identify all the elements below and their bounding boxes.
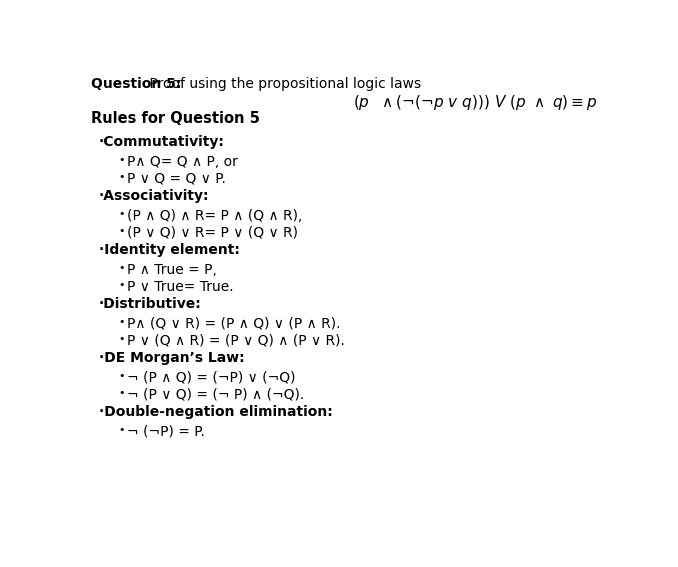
Text: •: • <box>118 155 125 165</box>
Text: P∧ (Q ∨ R) = (P ∧ Q) ∨ (P ∧ R).: P∧ (Q ∨ R) = (P ∧ Q) ∨ (P ∧ R). <box>127 317 341 331</box>
Text: •: • <box>118 209 125 219</box>
Text: ·Distributive:: ·Distributive: <box>99 297 201 311</box>
Text: P ∨ Q = Q ∨ P.: P ∨ Q = Q ∨ P. <box>127 172 226 186</box>
Text: ·Double-negation elimination:: ·Double-negation elimination: <box>99 404 332 418</box>
Text: •: • <box>118 226 125 236</box>
Text: P ∨ True= True.: P ∨ True= True. <box>127 280 234 294</box>
Text: •: • <box>118 388 125 397</box>
Text: •: • <box>118 334 125 344</box>
Text: $(p\ \ \wedge(\neg(\neg p\ v\ q)))\ V\ (p\ \wedge\ q) \equiv p$: $(p\ \ \wedge(\neg(\neg p\ v\ q)))\ V\ (… <box>353 94 598 112</box>
Text: ·Identity element:: ·Identity element: <box>99 243 239 257</box>
Text: ¬ (P ∧ Q) = (¬P) ∨ (¬Q): ¬ (P ∧ Q) = (¬P) ∨ (¬Q) <box>127 371 296 384</box>
Text: •: • <box>118 280 125 290</box>
Text: •: • <box>118 371 125 380</box>
Text: ·DE Morgan’s Law:: ·DE Morgan’s Law: <box>99 350 244 365</box>
Text: •: • <box>118 425 125 434</box>
Text: •: • <box>118 172 125 182</box>
Text: Rules for Question 5: Rules for Question 5 <box>91 111 260 126</box>
Text: Question 5:: Question 5: <box>91 77 181 91</box>
Text: Proof using the propositional logic laws: Proof using the propositional logic laws <box>145 77 421 91</box>
Text: P∧ Q= Q ∧ P, or: P∧ Q= Q ∧ P, or <box>127 155 238 169</box>
Text: ·Commutativity:: ·Commutativity: <box>99 135 224 149</box>
Text: •: • <box>118 317 125 327</box>
Text: (P ∨ Q) ∨ R= P ∨ (Q ∨ R): (P ∨ Q) ∨ R= P ∨ (Q ∨ R) <box>127 226 298 240</box>
Text: ¬ (¬P) = P.: ¬ (¬P) = P. <box>127 425 205 438</box>
Text: •: • <box>118 263 125 273</box>
Text: ¬ (P ∨ Q) = (¬ P) ∧ (¬Q).: ¬ (P ∨ Q) = (¬ P) ∧ (¬Q). <box>127 388 304 401</box>
Text: ·Associativity:: ·Associativity: <box>99 189 210 203</box>
Text: P ∨ (Q ∧ R) = (P ∨ Q) ∧ (P ∨ R).: P ∨ (Q ∧ R) = (P ∨ Q) ∧ (P ∨ R). <box>127 334 345 348</box>
Text: (P ∧ Q) ∧ R= P ∧ (Q ∧ R),: (P ∧ Q) ∧ R= P ∧ (Q ∧ R), <box>127 209 303 223</box>
Text: P ∧ True = P,: P ∧ True = P, <box>127 263 217 277</box>
